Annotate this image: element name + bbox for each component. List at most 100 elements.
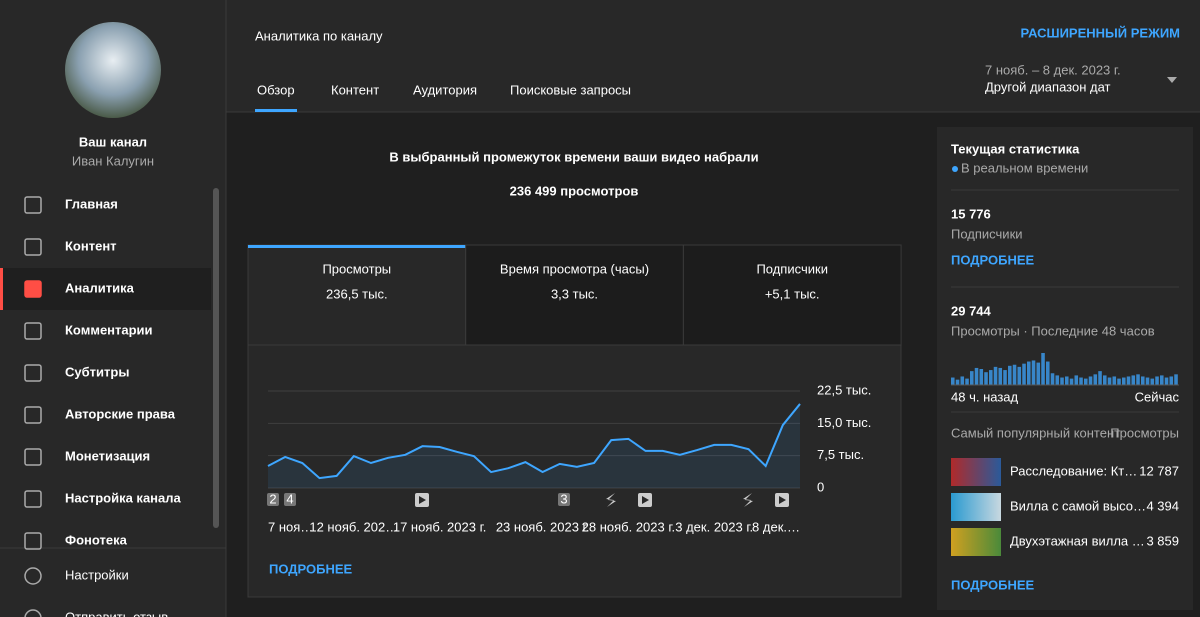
metric-value: +5,1 тыс. [765, 286, 820, 301]
nav-item[interactable]: Авторские права [65, 406, 176, 421]
bar [1074, 375, 1079, 385]
bar [989, 370, 993, 385]
nav-item[interactable]: Комментарии [65, 322, 153, 337]
bar [979, 369, 984, 385]
thumbnail[interactable] [951, 458, 1001, 486]
bar [1050, 373, 1055, 385]
subscriber-label: Подписчики [951, 226, 1023, 241]
date-select[interactable]: Другой диапазон дат [985, 79, 1111, 94]
nav-item[interactable]: Главная [65, 196, 118, 211]
tab[interactable]: Обзор [257, 82, 295, 97]
bar [1117, 378, 1121, 385]
top-content-label: Самый популярный контент [951, 425, 1120, 440]
nav-item[interactable]: Настройка канала [65, 490, 182, 505]
realtime-title: Текущая статистика [951, 141, 1080, 156]
bar [993, 366, 998, 385]
bar [1079, 377, 1083, 385]
metric-value: 3,3 тыс. [551, 286, 598, 301]
bar [1022, 363, 1026, 385]
nav-item[interactable]: Контент [65, 238, 117, 253]
bar [1169, 376, 1174, 385]
nav-icon [24, 448, 42, 466]
nav-icon [24, 567, 42, 585]
header [226, 0, 1200, 112]
nav-active-bar [0, 268, 3, 310]
bar [974, 367, 979, 385]
live-label: В реальном времени [961, 160, 1088, 175]
views-count: 29 744 [951, 303, 992, 318]
nav-icon [24, 196, 42, 214]
content-title[interactable]: Двухэтажная вилла … [1010, 533, 1145, 548]
nav-icon [24, 280, 42, 298]
thumbnail[interactable] [951, 528, 1001, 556]
advanced-mode[interactable]: РАСШИРЕННЫЙ РЕЖИМ [1021, 25, 1180, 40]
nav-item[interactable]: Аналитика [65, 280, 135, 295]
avatar[interactable] [65, 22, 161, 118]
bar [1008, 365, 1012, 385]
event-marker[interactable] [284, 493, 296, 506]
bar [965, 378, 969, 385]
nav-icon [24, 364, 42, 382]
more-link[interactable]: ПОДРОБНЕЕ [951, 252, 1035, 267]
event-marker[interactable] [267, 493, 279, 506]
data-line [267, 403, 801, 480]
metric-label: Просмотры [322, 261, 391, 276]
bar [1027, 361, 1031, 385]
metric-tab[interactable] [247, 244, 467, 346]
event-marker-label: 2 [269, 491, 276, 506]
bar [1160, 375, 1164, 385]
tab-underline [255, 109, 297, 112]
metric-tab[interactable] [682, 244, 902, 346]
x-tick-label: 8 дек.… [752, 519, 800, 534]
views-label: Просмотры · Последние 48 часов [951, 323, 1155, 338]
bar [1098, 371, 1102, 385]
summary-line: В выбранный промежуток времени ваши виде… [389, 149, 758, 164]
nav-item[interactable]: Субтитры [65, 364, 129, 379]
thumbnail[interactable] [951, 493, 1001, 521]
event-marker-label: 3 [560, 491, 567, 506]
subscriber-count: 15 776 [951, 206, 991, 221]
event-marker[interactable] [558, 493, 570, 506]
y-tick-label: 15,0 тыс. [817, 415, 871, 430]
bar [1131, 375, 1136, 385]
play-icon [642, 496, 649, 504]
channel-name: Иван Калугин [72, 153, 154, 168]
shorts-marker[interactable] [743, 493, 753, 507]
page-title: Аналитика по каналу [255, 28, 383, 43]
x-tick-label: 12 нояб. 202… [309, 519, 398, 534]
more-link[interactable]: ПОДРОБНЕЕ [269, 561, 353, 576]
nav-item[interactable]: Фонотека [65, 532, 128, 547]
nav-icon [24, 490, 42, 508]
bar [1150, 378, 1155, 385]
bar [1084, 378, 1088, 385]
more-link[interactable]: ПОДРОБНЕЕ [951, 577, 1035, 592]
nav-icon [24, 406, 42, 424]
dropdown-arrow[interactable] [1167, 77, 1177, 83]
metric-selected-bar [248, 245, 466, 248]
metric-tab[interactable] [465, 244, 684, 346]
x-tick-label: 23 нояб. 2023 г. [496, 519, 590, 534]
nav-icon [24, 609, 42, 617]
tab[interactable]: Аудитория [413, 82, 477, 97]
scrollbar[interactable] [213, 188, 219, 528]
date-range: 7 нояб. – 8 дек. 2023 г. [985, 62, 1121, 77]
bar [1103, 375, 1107, 385]
shorts-marker[interactable] [606, 493, 616, 507]
bar [1141, 376, 1145, 385]
content-title[interactable]: Вилла с самой высо… [1010, 498, 1146, 513]
bar [1012, 364, 1017, 385]
bar [1122, 377, 1126, 385]
bar [970, 371, 974, 385]
tab[interactable]: Контент [331, 82, 379, 97]
nav-item[interactable]: Отправить отзыв [65, 609, 168, 617]
bar [1069, 378, 1074, 385]
x-tick-label: Сейчас [1135, 389, 1180, 404]
bar [1055, 375, 1060, 385]
nav-item[interactable]: Монетизация [65, 448, 150, 463]
bar [951, 377, 955, 385]
nav-item[interactable]: Настройки [65, 567, 129, 582]
bar [1031, 360, 1036, 385]
bar [1164, 377, 1169, 385]
tab[interactable]: Поисковые запросы [510, 82, 631, 97]
content-title[interactable]: Расследование: Кт… [1010, 463, 1137, 478]
